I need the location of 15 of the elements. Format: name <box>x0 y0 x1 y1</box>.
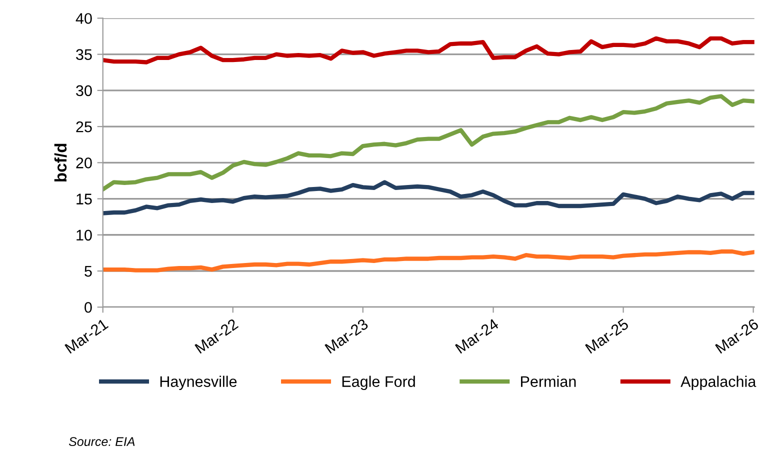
y-tick-label: 40 <box>76 13 92 24</box>
y-tick-label: 10 <box>76 230 92 241</box>
y-tick-label: 30 <box>76 85 92 96</box>
legend-label: Appalachia <box>680 376 756 390</box>
y-tick-label: 5 <box>84 266 92 277</box>
y-tick-label: 25 <box>76 121 92 132</box>
y-axis-title: bcf/d <box>54 144 67 182</box>
source-note: Source: EIA <box>68 437 135 446</box>
y-tick-label: 15 <box>76 194 92 204</box>
y-tick-label: 20 <box>76 158 92 168</box>
legend-label: Haynesville <box>160 376 237 390</box>
y-tick-label: 0 <box>84 302 92 313</box>
legend-label: Eagle Ford <box>342 376 415 390</box>
y-tick-label: 35 <box>76 49 92 60</box>
legend-label: Permian <box>521 376 576 387</box>
